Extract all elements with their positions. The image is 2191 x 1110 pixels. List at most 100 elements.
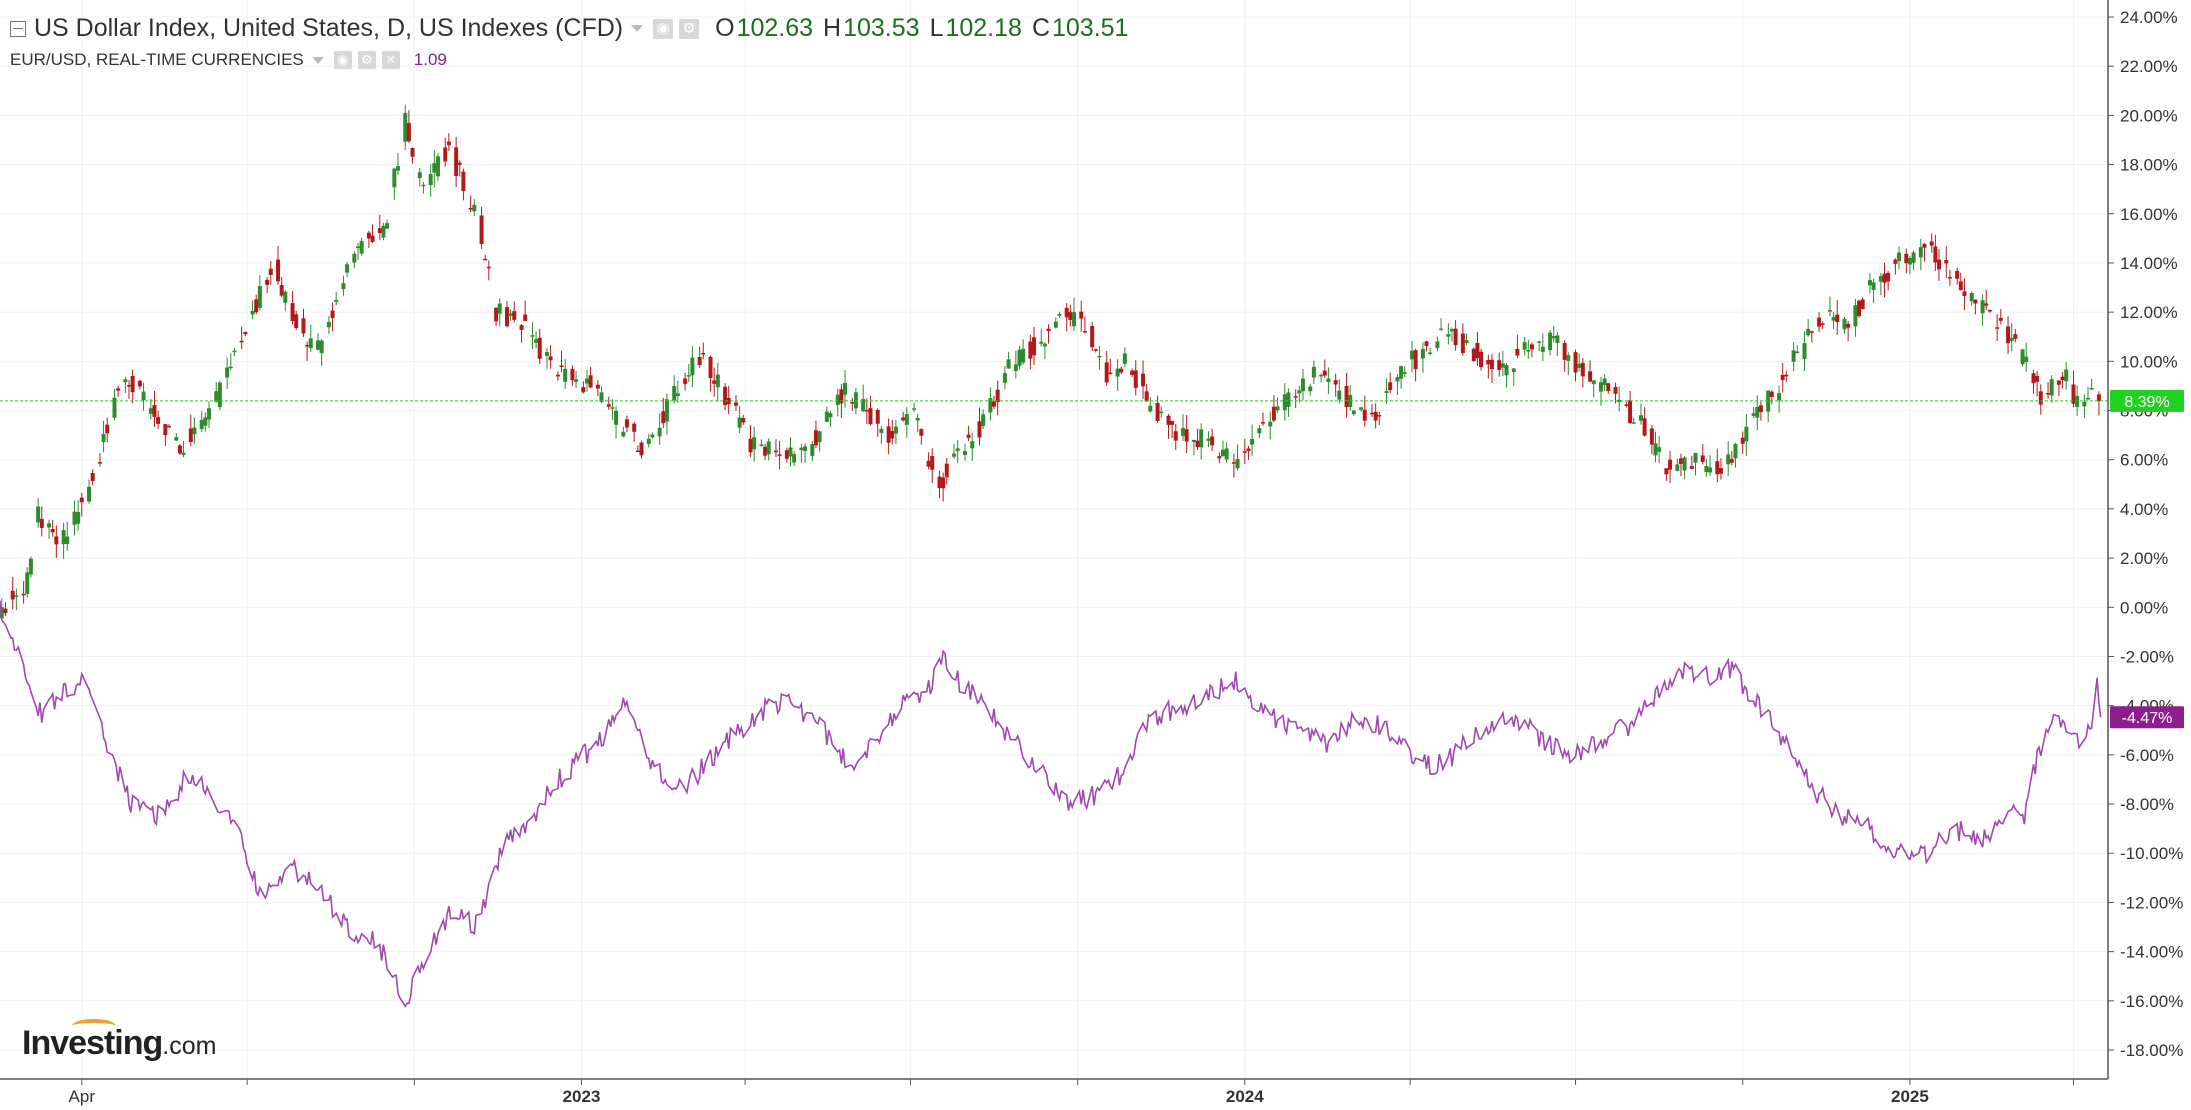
candle-body bbox=[2049, 379, 2054, 396]
close-icon[interactable]: ✕ bbox=[381, 51, 400, 69]
dropdown-caret-icon[interactable] bbox=[631, 25, 644, 32]
candle-body bbox=[432, 163, 437, 173]
candle-body bbox=[661, 411, 666, 424]
candle-body bbox=[1217, 456, 1222, 459]
candle-body bbox=[2086, 397, 2091, 400]
candle-body bbox=[1166, 415, 1171, 425]
visibility-icon[interactable]: ◉ bbox=[653, 18, 674, 39]
collapse-icon[interactable] bbox=[10, 20, 26, 37]
eurusd-last-value-badge-label: -4.47% bbox=[2122, 710, 2173, 727]
candle-body bbox=[1515, 348, 1520, 356]
candle-body bbox=[1130, 370, 1135, 375]
candle-body bbox=[1689, 466, 1694, 469]
candle-body bbox=[97, 462, 102, 464]
candle-body bbox=[595, 384, 600, 389]
candle-body bbox=[428, 174, 433, 185]
candle-body bbox=[1718, 468, 1723, 474]
candle-body bbox=[1795, 351, 1800, 354]
x-axis[interactable]: Apr 2023 2024 2025 bbox=[69, 1079, 2074, 1106]
candle-body bbox=[1184, 429, 1189, 442]
candle-body bbox=[443, 147, 448, 162]
candle-body bbox=[163, 424, 168, 436]
candle-body bbox=[690, 357, 695, 376]
candle-body bbox=[1471, 348, 1476, 361]
candle-body bbox=[1857, 300, 1862, 317]
candle-body bbox=[1984, 303, 1989, 306]
candle-body bbox=[624, 419, 629, 428]
secondary-series-title[interactable]: EUR/USD, REAL-TIME CURRENCIES bbox=[10, 50, 304, 69]
candle-body bbox=[1835, 314, 1840, 323]
dropdown-caret-icon[interactable] bbox=[311, 56, 324, 64]
candle-body bbox=[1108, 372, 1113, 375]
candle-body bbox=[1170, 421, 1175, 425]
candle-body bbox=[1068, 312, 1073, 321]
candle-body bbox=[1631, 422, 1636, 424]
candle-body bbox=[1882, 273, 1887, 283]
candle-body bbox=[2024, 356, 2029, 362]
candle-body bbox=[1820, 323, 1825, 325]
candle-body bbox=[39, 518, 44, 528]
candle-body bbox=[1871, 282, 1876, 290]
eurusd-line-series bbox=[0, 600, 2102, 1008]
candle-body bbox=[330, 310, 335, 319]
candle-body bbox=[610, 407, 615, 409]
candle-body bbox=[1642, 418, 1647, 436]
candle-body bbox=[1962, 291, 1967, 296]
candle-body bbox=[1664, 468, 1669, 475]
candle-body bbox=[530, 335, 535, 337]
candle-body bbox=[1911, 252, 1916, 263]
candle-body bbox=[1486, 359, 1491, 365]
candle-body bbox=[1282, 394, 1287, 411]
candle-body bbox=[992, 401, 997, 407]
settings-icon[interactable]: ⚙ bbox=[357, 51, 376, 69]
y-axis[interactable]: 24.00% 22.00% 20.00% 18.00% 16.00% 14.00% 12.0… bbox=[2108, 8, 2183, 1060]
candle-body bbox=[1224, 448, 1229, 460]
candle-body bbox=[54, 536, 59, 545]
candle-body bbox=[385, 223, 390, 229]
candle-body bbox=[548, 356, 553, 361]
candle-body bbox=[559, 365, 564, 367]
candle-body bbox=[152, 405, 157, 417]
candle-body bbox=[148, 408, 153, 414]
y-tick-label: 10.00% bbox=[2120, 352, 2178, 371]
candle-body bbox=[21, 593, 26, 596]
candle-body bbox=[1958, 281, 1963, 291]
candle-body bbox=[584, 378, 589, 384]
candle-body bbox=[2096, 394, 2101, 401]
candle-body bbox=[697, 356, 702, 366]
candle-body bbox=[1489, 359, 1494, 370]
candle-body bbox=[574, 379, 579, 382]
candle-body bbox=[977, 421, 982, 438]
candle-body bbox=[417, 172, 422, 179]
candle-body bbox=[1181, 428, 1186, 436]
candle-body bbox=[1897, 252, 1902, 262]
candle-body bbox=[1250, 438, 1255, 445]
candle-body bbox=[1998, 317, 2003, 321]
y-tick-label: 14.00% bbox=[2120, 254, 2178, 273]
candle-body bbox=[1591, 380, 1596, 385]
candle-body bbox=[1555, 335, 1560, 343]
candle-body bbox=[1449, 329, 1454, 332]
primary-series-title[interactable]: US Dollar Index, United States, D, US In… bbox=[34, 14, 624, 42]
candle-body bbox=[1617, 399, 1622, 403]
visibility-icon[interactable]: ◉ bbox=[333, 51, 352, 69]
grid-lines bbox=[0, 0, 2108, 1079]
settings-icon[interactable]: ⚙ bbox=[679, 18, 700, 39]
investing-logo[interactable]: Investing.com bbox=[22, 1019, 217, 1063]
candle-body bbox=[1464, 340, 1469, 344]
candle-body bbox=[308, 338, 313, 349]
y-tick-label: 20.00% bbox=[2120, 106, 2178, 125]
candle-body bbox=[61, 530, 66, 545]
candle-body bbox=[912, 408, 917, 410]
candle-body bbox=[1827, 310, 1832, 312]
candle-body bbox=[1141, 373, 1146, 387]
candle-body bbox=[2089, 387, 2094, 390]
candle-body bbox=[759, 444, 764, 447]
candle-body bbox=[1740, 437, 1745, 444]
candle-body bbox=[2046, 393, 2051, 395]
y-tick-label: 2.00% bbox=[2120, 549, 2168, 568]
candle-body bbox=[1973, 299, 1978, 304]
candle-body bbox=[1104, 362, 1109, 383]
logo-suffix: .com bbox=[162, 1032, 217, 1060]
